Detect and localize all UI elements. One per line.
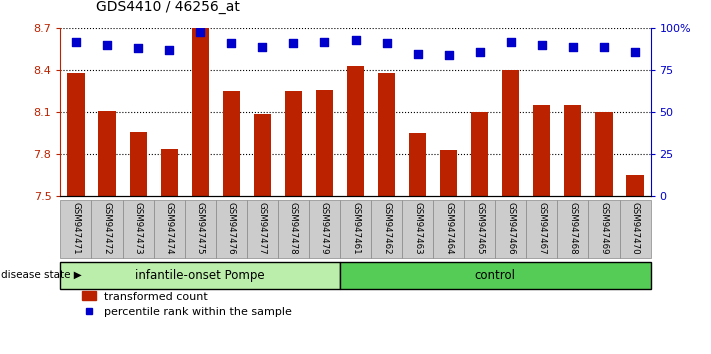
Point bbox=[598, 44, 609, 50]
Bar bbox=[464, 200, 496, 258]
Bar bbox=[565, 105, 582, 196]
Text: GSM947464: GSM947464 bbox=[444, 202, 453, 255]
Bar bbox=[626, 176, 643, 196]
Bar bbox=[309, 200, 340, 258]
Bar bbox=[557, 200, 589, 258]
Point bbox=[443, 52, 454, 58]
Bar bbox=[99, 111, 116, 196]
Text: control: control bbox=[475, 269, 515, 282]
Text: GSM947478: GSM947478 bbox=[289, 202, 298, 255]
Text: GSM947468: GSM947468 bbox=[568, 202, 577, 255]
Bar bbox=[154, 200, 185, 258]
Point bbox=[381, 41, 392, 46]
Bar bbox=[278, 200, 309, 258]
Point bbox=[70, 39, 82, 45]
Text: GSM947475: GSM947475 bbox=[196, 202, 205, 255]
Bar bbox=[185, 200, 215, 258]
Text: GDS4410 / 46256_at: GDS4410 / 46256_at bbox=[96, 0, 240, 14]
Point bbox=[257, 44, 268, 50]
Bar bbox=[619, 200, 651, 258]
Point bbox=[288, 41, 299, 46]
Text: GSM947465: GSM947465 bbox=[475, 202, 484, 255]
Point bbox=[319, 39, 330, 45]
Point bbox=[132, 46, 144, 51]
Bar bbox=[247, 200, 278, 258]
Text: GSM947470: GSM947470 bbox=[631, 202, 639, 255]
Bar bbox=[285, 91, 302, 196]
Point bbox=[350, 37, 361, 43]
Bar bbox=[92, 200, 122, 258]
Point bbox=[412, 51, 423, 56]
Bar bbox=[340, 262, 651, 289]
Bar bbox=[122, 200, 154, 258]
Point bbox=[474, 49, 486, 55]
Bar bbox=[316, 90, 333, 196]
Bar bbox=[371, 200, 402, 258]
Text: GSM947479: GSM947479 bbox=[320, 202, 329, 254]
Text: GSM947469: GSM947469 bbox=[599, 202, 609, 254]
Bar bbox=[161, 149, 178, 196]
Text: GSM947472: GSM947472 bbox=[102, 202, 112, 255]
Text: GSM947461: GSM947461 bbox=[351, 202, 360, 255]
Bar bbox=[192, 28, 209, 196]
Legend: transformed count, percentile rank within the sample: transformed count, percentile rank withi… bbox=[77, 287, 296, 322]
Point bbox=[536, 42, 547, 48]
Text: GSM947466: GSM947466 bbox=[506, 202, 515, 255]
Bar bbox=[402, 200, 433, 258]
Bar bbox=[215, 200, 247, 258]
Point bbox=[225, 41, 237, 46]
Bar bbox=[409, 133, 426, 196]
Point bbox=[164, 47, 175, 53]
Bar bbox=[589, 200, 619, 258]
Point bbox=[102, 42, 113, 48]
Text: GSM947474: GSM947474 bbox=[165, 202, 173, 255]
Bar bbox=[496, 200, 526, 258]
Bar bbox=[68, 73, 85, 196]
Bar bbox=[223, 91, 240, 196]
Text: disease state ▶: disease state ▶ bbox=[1, 270, 82, 280]
Bar bbox=[502, 70, 519, 196]
Bar bbox=[433, 200, 464, 258]
Bar bbox=[340, 200, 371, 258]
Bar bbox=[60, 200, 92, 258]
Bar bbox=[440, 150, 457, 196]
Bar bbox=[254, 114, 271, 196]
Bar bbox=[60, 262, 340, 289]
Bar bbox=[533, 105, 550, 196]
Point bbox=[195, 29, 206, 35]
Point bbox=[629, 49, 641, 55]
Text: GSM947467: GSM947467 bbox=[538, 202, 546, 255]
Bar bbox=[471, 113, 488, 196]
Text: GSM947462: GSM947462 bbox=[382, 202, 391, 255]
Text: infantile-onset Pompe: infantile-onset Pompe bbox=[135, 269, 265, 282]
Text: GSM947471: GSM947471 bbox=[72, 202, 80, 255]
Text: GSM947476: GSM947476 bbox=[227, 202, 236, 255]
Text: GSM947473: GSM947473 bbox=[134, 202, 143, 255]
Bar bbox=[378, 73, 395, 196]
Point bbox=[505, 39, 516, 45]
Bar bbox=[595, 113, 612, 196]
Text: GSM947463: GSM947463 bbox=[413, 202, 422, 255]
Bar bbox=[526, 200, 557, 258]
Bar bbox=[129, 132, 146, 196]
Bar bbox=[347, 66, 364, 196]
Text: GSM947477: GSM947477 bbox=[258, 202, 267, 255]
Point bbox=[567, 44, 579, 50]
